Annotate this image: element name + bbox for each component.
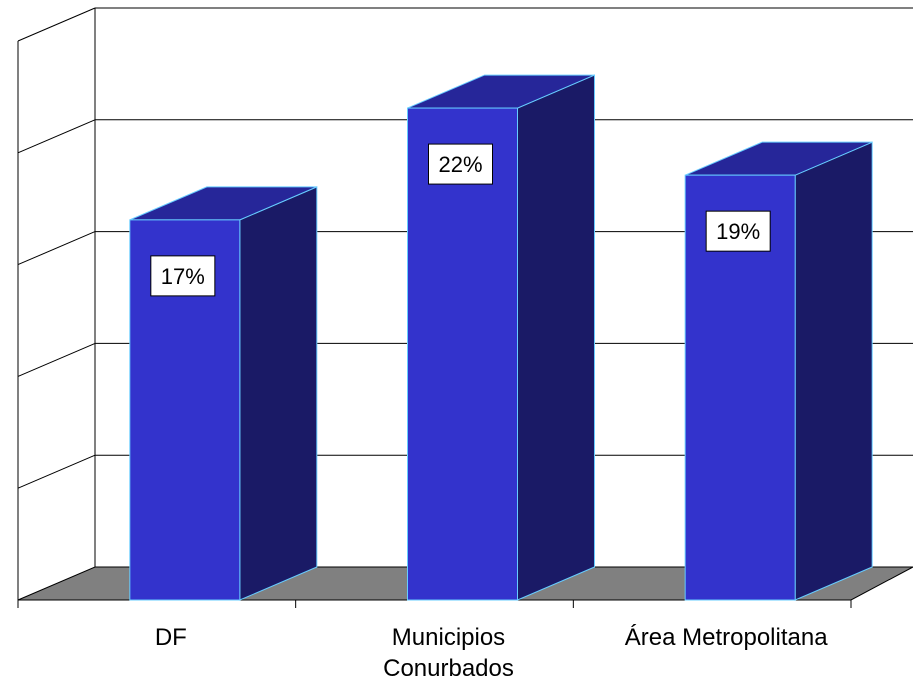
data-label-text: 19% (716, 219, 760, 244)
category-label: Conurbados (383, 655, 514, 682)
category-label: Municipios (392, 624, 505, 651)
data-label-box (428, 143, 493, 185)
gridline-side (17, 7, 96, 42)
data-label-text: 17% (161, 264, 205, 289)
gridline-side (17, 231, 96, 266)
category-label: DF (155, 624, 187, 651)
data-label: 22% (428, 143, 493, 185)
bar-side (517, 74, 595, 601)
bar (407, 107, 518, 601)
category-labels: DF Municipios Conurbados Área Metropolitana (155, 624, 828, 682)
data-label: 17% (150, 255, 216, 297)
bar-side (794, 141, 873, 601)
category-label: Área Metropolitana (625, 624, 828, 651)
bar-side (239, 186, 318, 601)
gridline-side (17, 119, 96, 154)
gridline-side (17, 342, 96, 377)
gridline-side (17, 454, 96, 489)
data-label-text: 22% (438, 152, 482, 177)
bars: 17% 22% 19% (129, 74, 873, 601)
data-label: 19% (705, 210, 771, 252)
data-label-box (150, 255, 216, 297)
data-label-box (705, 210, 771, 252)
